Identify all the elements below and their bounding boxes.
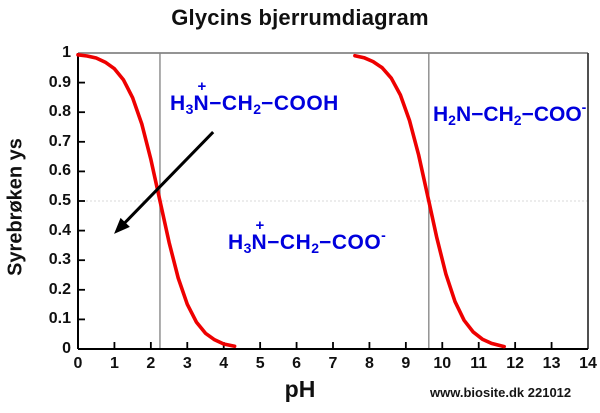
y-tick-label-0.1: 0.1 — [48, 310, 71, 328]
y-tick-label-0.4: 0.4 — [48, 221, 71, 239]
x-tick-label-4: 4 — [219, 355, 229, 372]
y-tick-label-0.7: 0.7 — [48, 132, 71, 150]
x-tick-label-6: 6 — [292, 355, 302, 372]
watermark-text: www.biosite.dk 221012 — [430, 385, 572, 400]
y-tick-label-0.5: 0.5 — [48, 192, 71, 209]
y-tick-label-0.2: 0.2 — [48, 280, 71, 298]
x-tick-label-5: 5 — [255, 355, 265, 372]
x-tick-label-13: 13 — [542, 355, 561, 372]
titration-curve-1 — [76, 53, 237, 349]
chart-title: Glycins bjerrumdiagram — [171, 5, 429, 30]
y-tick-label-0.8: 0.8 — [48, 103, 71, 121]
x-tick-label-1: 1 — [109, 355, 119, 372]
x-tick-label-0: 0 — [73, 355, 83, 372]
x-axis-label: pH — [284, 376, 316, 402]
glycine-anion-formula: H2N−CH2−COO- — [433, 99, 587, 128]
x-tick-label-8: 8 — [364, 355, 374, 372]
x-tick-label-7: 7 — [328, 355, 338, 372]
y-tick-label-1: 1 — [62, 44, 71, 61]
atom-with-charge: N + — [251, 217, 268, 254]
plus-charge: + — [197, 78, 207, 95]
y-tick-label-0: 0 — [62, 340, 71, 357]
annotation-arrow-shaft — [121, 130, 215, 227]
x-tick-label-3: 3 — [182, 355, 192, 372]
x-tick-label-12: 12 — [506, 355, 525, 372]
titration-curve-2 — [353, 53, 506, 349]
atom-with-charge: N + — [193, 78, 210, 115]
y-tick-label-0.3: 0.3 — [48, 251, 71, 269]
x-tick-label-9: 9 — [401, 355, 411, 372]
glycine-zwitterion-formula: H3N + −CH2−COO- — [228, 217, 386, 256]
x-tick-label-2: 2 — [146, 355, 156, 372]
y-tick-label-0.6: 0.6 — [48, 162, 71, 180]
y-tick-label-0.9: 0.9 — [48, 73, 71, 91]
plus-charge: + — [255, 217, 265, 234]
x-tick-label-10: 10 — [433, 355, 452, 372]
x-tick-label-11: 11 — [470, 355, 488, 372]
glycine-cation-formula: H3N + −CH2−COOH — [170, 78, 339, 117]
x-tick-label-14: 14 — [579, 355, 597, 372]
annotation-arrow-head — [114, 217, 130, 234]
